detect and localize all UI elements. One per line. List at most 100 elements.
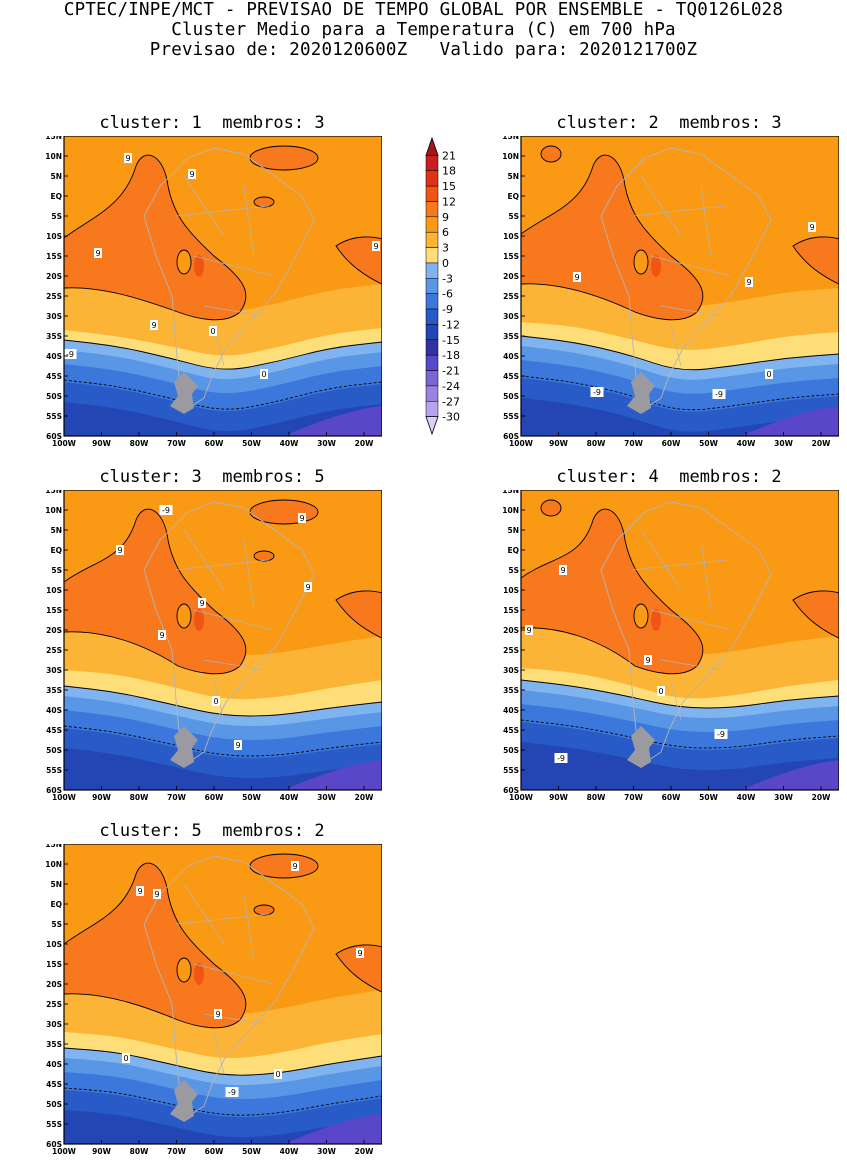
contour-label: -9	[714, 729, 728, 739]
country-border	[650, 255, 732, 277]
lat-label: 15S	[503, 606, 519, 615]
contour-label: 0	[122, 1053, 130, 1063]
colorbar-segment	[425, 262, 439, 279]
contour-label: 0	[765, 369, 773, 379]
patagonia-coast	[170, 726, 198, 768]
colorbar-segment	[425, 354, 439, 371]
lon-label: 90W	[92, 1147, 111, 1156]
colorbar-segment	[425, 370, 439, 387]
colorbar-label: 3	[442, 242, 449, 255]
country-border	[183, 175, 225, 237]
lat-label: 15S	[46, 606, 62, 615]
lon-label: 100W	[509, 793, 534, 802]
contour-label-text: 0	[261, 370, 266, 379]
contour-label-text: 9	[526, 626, 531, 635]
contour-label-text: 9	[215, 1010, 220, 1019]
contour-label-text: -9	[66, 350, 74, 359]
country-border	[193, 963, 275, 985]
contour-label: 9	[291, 861, 299, 871]
contour-0	[64, 685, 382, 717]
lon-label: 80W	[130, 793, 149, 802]
country-border	[243, 539, 255, 611]
contour-label-text: 9	[151, 321, 156, 330]
contour-label: 9	[644, 655, 652, 665]
lon-label: 80W	[130, 439, 149, 448]
lon-label: 50W	[242, 439, 261, 448]
country-border	[243, 893, 255, 965]
lat-label: 15N	[45, 136, 62, 141]
lon-label: 60W	[205, 793, 224, 802]
lat-label: 15N	[502, 490, 519, 495]
colorbar-label: 12	[442, 195, 456, 208]
contour-label-text: -9	[557, 754, 565, 763]
country-border	[243, 185, 255, 257]
warm-hole	[176, 603, 192, 629]
colorbar-segment	[425, 170, 439, 187]
lat-label: 10N	[45, 152, 62, 161]
contour-label: 9	[150, 320, 158, 330]
lon-label: 60W	[205, 439, 224, 448]
contour-0	[521, 679, 839, 709]
warm-core-9	[521, 508, 704, 675]
map-frame	[63, 490, 382, 791]
lon-label: 100W	[52, 439, 77, 448]
temperature-map: 9 9 9 0 -9 -9 15N 10N 5N EQ 5S 10S 15S 20S 25S 30S 35S 40…	[502, 490, 839, 802]
contour-minus-9	[64, 1087, 382, 1116]
contour-label-text: 9	[189, 170, 194, 179]
forecast-validity: Previsao de: 2020120600Z Valido para: 20…	[149, 40, 698, 60]
lat-label: 10S	[46, 586, 62, 595]
warm-blob-small	[253, 904, 275, 916]
lat-label: 45S	[503, 726, 519, 735]
lat-label: 50S	[46, 1100, 62, 1109]
lat-label: 10N	[502, 152, 519, 161]
patagonia-coast	[170, 372, 198, 414]
lat-label: 5N	[508, 526, 520, 535]
lat-label: 55S	[503, 412, 519, 421]
contour-label-text: 9	[137, 887, 142, 896]
lat-label: 60S	[503, 432, 519, 441]
colorbar-segment	[425, 216, 439, 233]
contour-label-text: 9	[357, 949, 362, 958]
warm-blob-small	[253, 196, 275, 208]
contour-label-text: 9	[159, 631, 164, 640]
lon-label: 30W	[317, 1147, 336, 1156]
map-frame	[63, 136, 382, 437]
colorbar-label: 21	[442, 149, 456, 162]
country-border	[175, 913, 270, 925]
warm-blob-east	[335, 236, 382, 285]
contour-minus-9	[64, 379, 382, 410]
contour-label-text: 9	[574, 273, 579, 282]
map-panel-cluster-1: cluster: 1 membros: 3 9 9 9 9 9 0 0 -9 15N 10N 5N E…	[42, 114, 382, 454]
band-cold-15	[284, 760, 382, 790]
warm-core-12	[194, 963, 204, 985]
lat-label: 25S	[503, 292, 519, 301]
contour-label-text: 9	[154, 890, 159, 899]
lon-label: 90W	[549, 439, 568, 448]
contour-label: 9	[559, 565, 567, 575]
warm-core-9	[64, 862, 247, 1029]
map-panel-cluster-5: cluster: 5 membros: 2 9 9 9 9 9 0 0 -9 15N 10N 5N E…	[42, 822, 382, 1162]
lat-label: 40S	[46, 1060, 62, 1069]
warm-blob-east	[792, 590, 839, 639]
lon-label: 40W	[280, 439, 299, 448]
lat-label: 60S	[46, 1140, 62, 1149]
figure-subtitle: Cluster Medio para a Temperatura (C) em …	[171, 20, 676, 40]
lon-label: 70W	[167, 439, 186, 448]
contour-label: -9	[225, 1087, 239, 1097]
band-cold-15	[284, 406, 382, 436]
country-border	[183, 529, 225, 591]
contour-label: 9	[188, 169, 196, 179]
contour-label-text: -9	[162, 506, 170, 515]
lon-label: 70W	[624, 439, 643, 448]
lat-label: 50S	[503, 392, 519, 401]
warm-core-9	[64, 154, 247, 321]
contour-label-text: 9	[292, 862, 297, 871]
contour-label: 9	[153, 889, 161, 899]
map-frame	[63, 844, 382, 1145]
contour-label-text: 9	[746, 278, 751, 287]
colorbar-label: 9	[442, 211, 449, 224]
lon-label: 60W	[662, 793, 681, 802]
lat-label: 5S	[51, 212, 62, 221]
contour-label: 9	[136, 886, 144, 896]
contour-label: 0	[260, 369, 268, 379]
